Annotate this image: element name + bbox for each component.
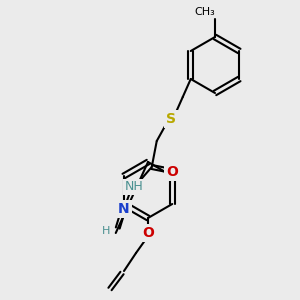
Text: O: O (142, 226, 154, 240)
Text: O: O (166, 165, 178, 179)
Text: N: N (118, 202, 130, 216)
Text: S: S (166, 112, 176, 126)
Text: NH: NH (124, 181, 143, 194)
Text: CH₃: CH₃ (195, 7, 215, 17)
Text: H: H (102, 226, 110, 236)
